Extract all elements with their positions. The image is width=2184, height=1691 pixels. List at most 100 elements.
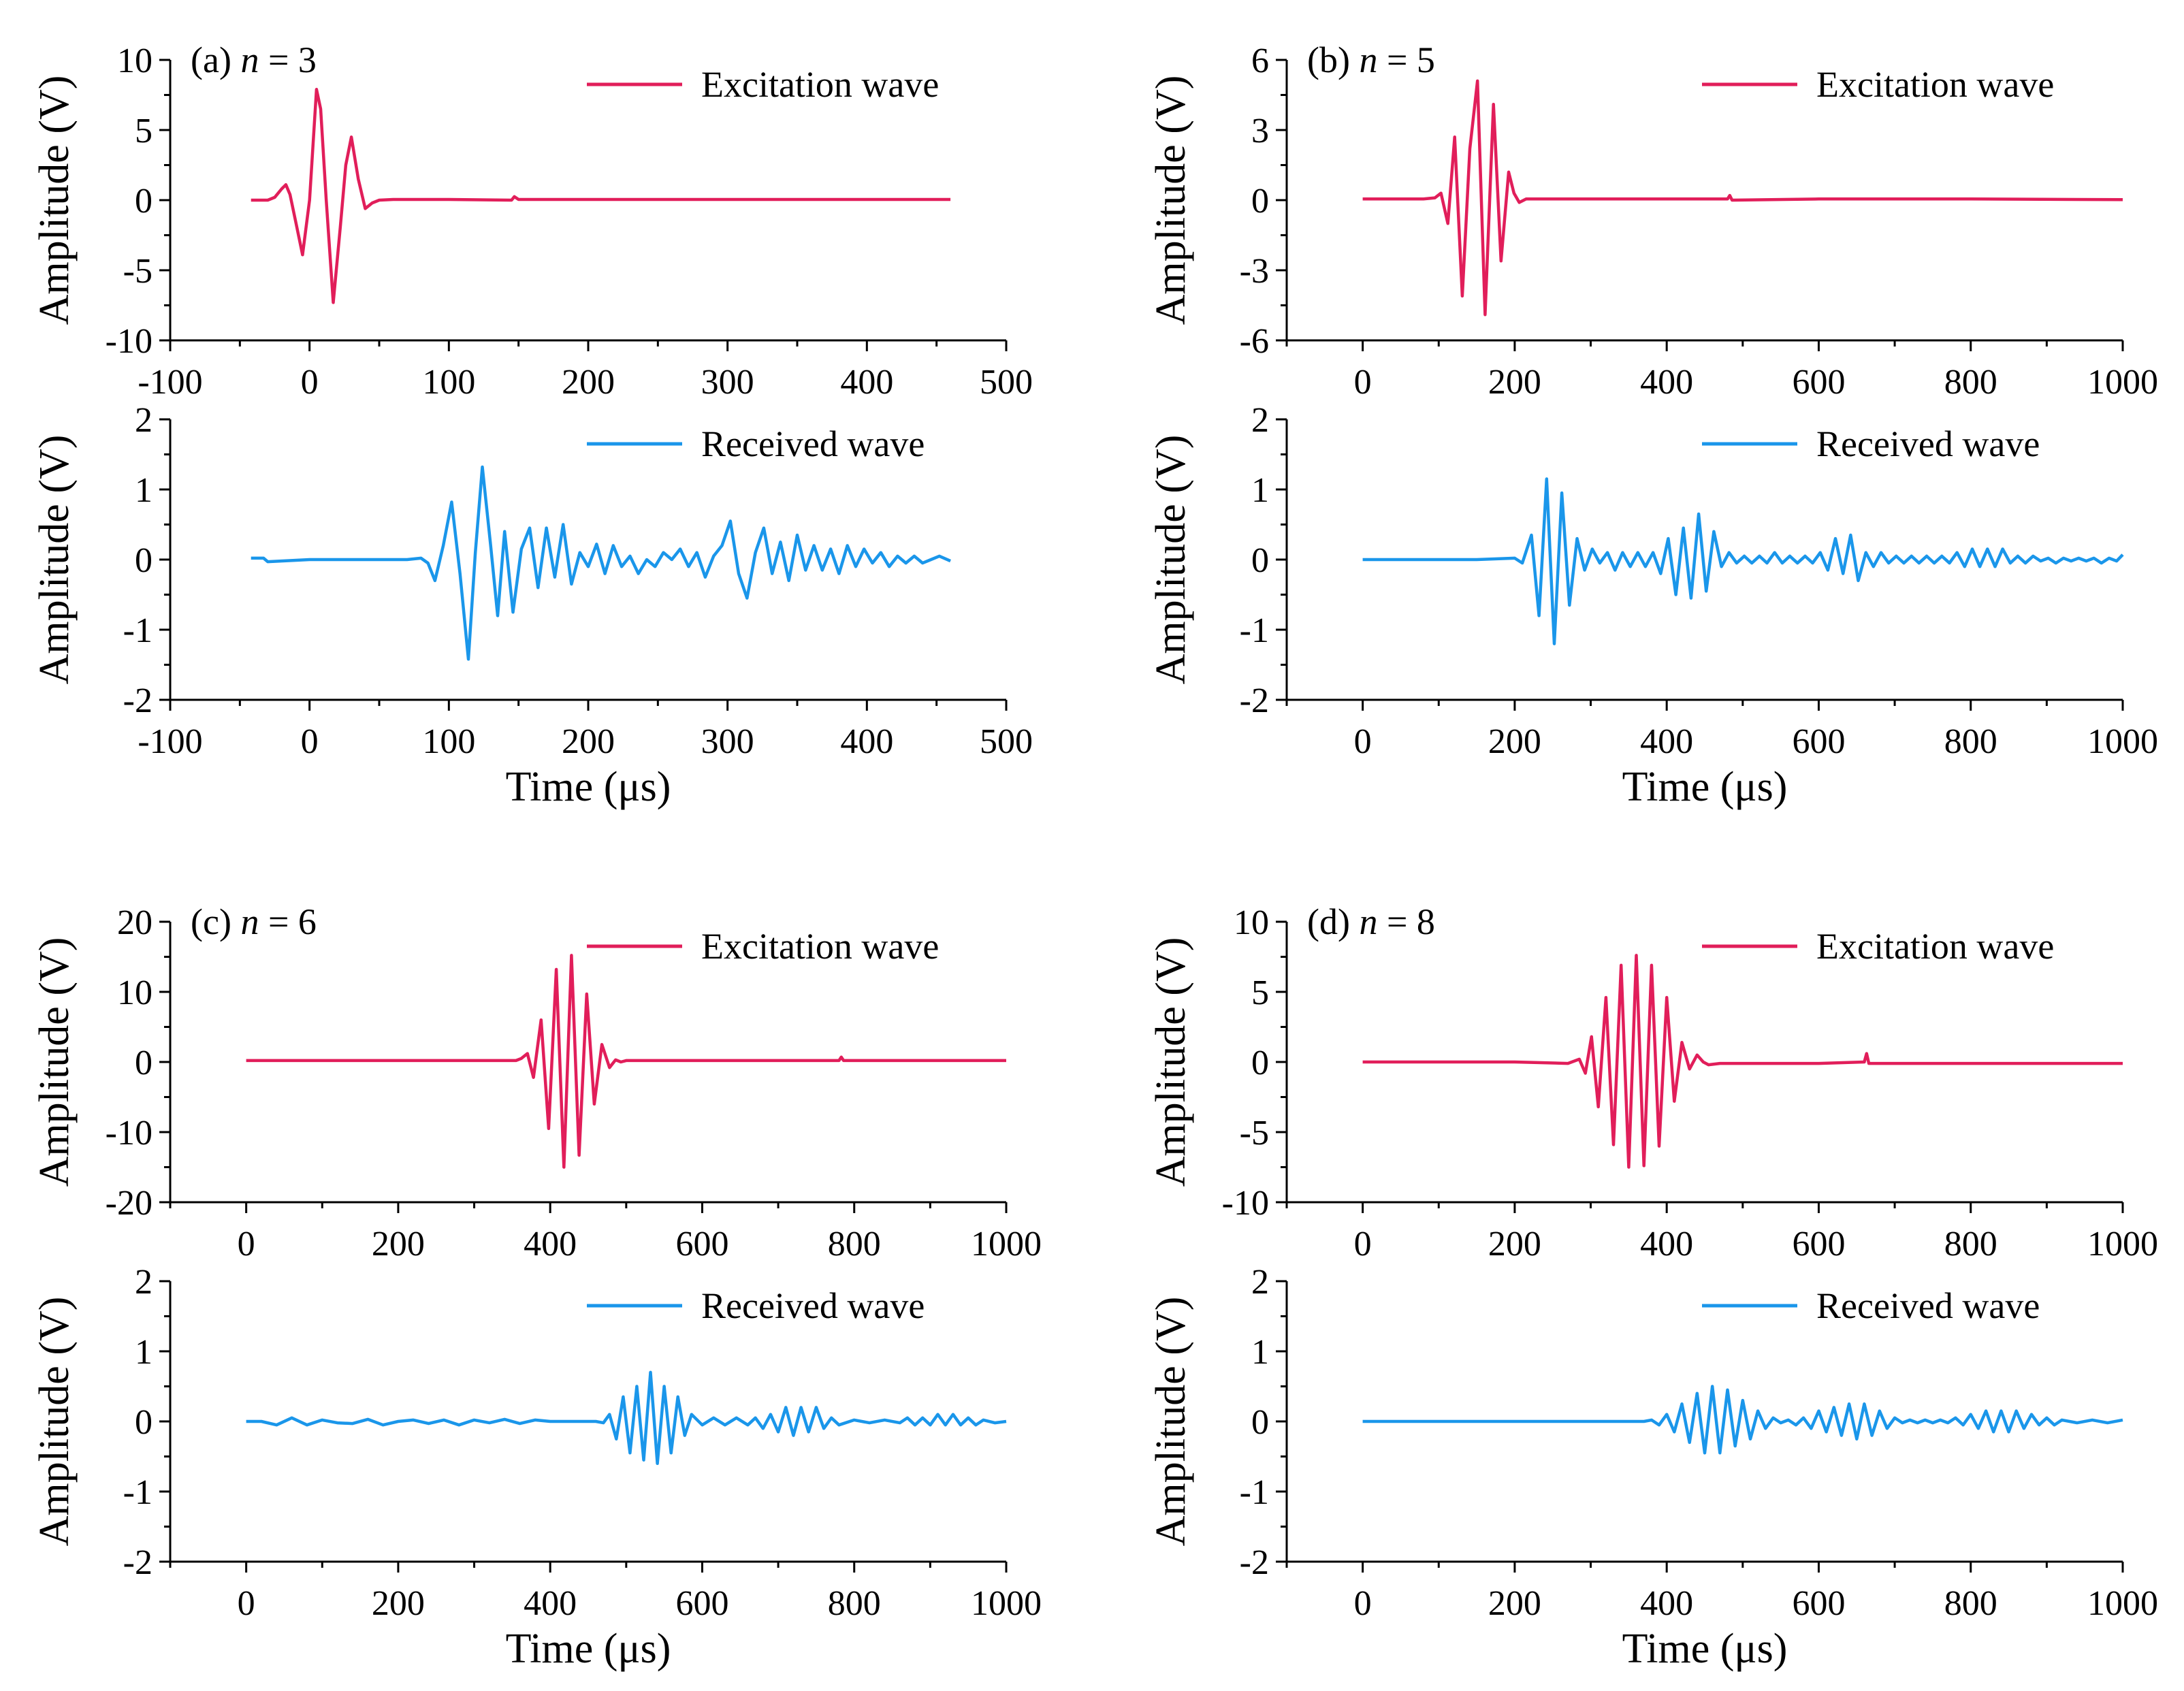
y-tick-label: 1 xyxy=(1251,471,1269,510)
y-tick-label: 3 xyxy=(1251,112,1269,150)
x-tick-label: 0 xyxy=(1354,1584,1372,1623)
x-tick-label: 200 xyxy=(1488,1225,1541,1263)
x-tick-label: 200 xyxy=(1488,722,1541,761)
received-wave-line xyxy=(246,1370,1007,1466)
x-axis-title: Time (μs) xyxy=(1622,764,1788,810)
y-axis-title: Amplitude (V) xyxy=(31,1297,78,1547)
x-tick-label: 0 xyxy=(1354,722,1372,761)
y-tick-label: -3 xyxy=(1240,252,1269,291)
excitation-subplot: -10 -5 0 5 10 0 200 400 600 800 1000 Amplitude (V) E… xyxy=(1148,901,2158,1263)
x-tick-label: 800 xyxy=(1944,363,1997,402)
received-wave-line xyxy=(251,465,952,661)
x-axis-title: Time (μs) xyxy=(1622,1626,1788,1672)
y-tick-label: -1 xyxy=(123,611,152,650)
received-legend-label: Received wave xyxy=(701,423,925,464)
y-tick-label: 10 xyxy=(1234,903,1269,942)
y-tick-label: -1 xyxy=(123,1473,152,1512)
y-tick-label: -1 xyxy=(1240,611,1269,650)
x-axis-title: Time (μs) xyxy=(506,764,671,810)
y-tick-label: 0 xyxy=(135,182,152,221)
y-tick-label: -10 xyxy=(106,322,152,361)
x-tick-label: 400 xyxy=(1640,363,1693,402)
x-tick-label: 800 xyxy=(1944,722,1997,761)
received-subplot: -2 -1 0 1 2 0 200 400 600 800 1000 Amplitude (V) Rec… xyxy=(31,1263,1042,1672)
received-subplot: -2 -1 0 1 2 0 200 400 600 800 1000 Amplitude (V) Rec… xyxy=(1148,401,2158,810)
y-tick-label: 2 xyxy=(135,401,152,440)
x-tick-label: 600 xyxy=(675,1584,728,1623)
x-tick-label: 500 xyxy=(980,722,1033,761)
excitation-wave-line xyxy=(246,954,1006,1169)
y-tick-label: 0 xyxy=(135,541,152,580)
x-tick-label: 400 xyxy=(1640,722,1693,761)
excitation-subplot: -10 -5 0 5 10 -100 0 100 200 300 400 500 Amplitude (… xyxy=(31,39,1033,402)
y-tick-label: 10 xyxy=(117,42,152,80)
y-tick-label: -5 xyxy=(1240,1114,1269,1153)
x-tick-label: 600 xyxy=(1792,363,1845,402)
x-tick-label: 0 xyxy=(238,1225,255,1263)
y-tick-label: 10 xyxy=(117,973,152,1012)
y-tick-label: 1 xyxy=(135,471,152,510)
received-legend-label: Received wave xyxy=(701,1285,925,1326)
x-tick-label: 600 xyxy=(1792,722,1845,761)
x-tick-label: 400 xyxy=(524,1225,577,1263)
x-tick-label: 300 xyxy=(701,722,754,761)
y-tick-label: -2 xyxy=(123,1543,152,1582)
received-wave-line xyxy=(1362,477,2124,645)
y-axis-title: Amplitude (V) xyxy=(1148,937,1194,1187)
y-tick-label: 0 xyxy=(135,1044,152,1082)
received-subplot: -2 -1 0 1 2 0 200 400 600 800 1000 Amplitude (V) Rec… xyxy=(1148,1263,2158,1672)
x-tick-label: 1000 xyxy=(971,1584,1042,1623)
panel-label: (a) n = 3 xyxy=(191,39,317,80)
x-tick-label: 200 xyxy=(372,1584,425,1623)
x-tick-label: 800 xyxy=(1944,1225,1997,1263)
y-tick-label: 0 xyxy=(1251,182,1269,221)
x-tick-label: 200 xyxy=(562,722,615,761)
panel-label: (b) n = 5 xyxy=(1307,39,1435,80)
x-tick-label: 200 xyxy=(562,363,615,402)
x-tick-label: 400 xyxy=(840,363,893,402)
excitation-wave-line xyxy=(1362,954,2123,1169)
excitation-legend-label: Excitation wave xyxy=(1816,64,2054,105)
y-tick-label: 1 xyxy=(1251,1333,1269,1372)
y-axis-title: Amplitude (V) xyxy=(1148,1297,1194,1547)
x-tick-label: 100 xyxy=(422,722,475,761)
excitation-legend-label: Excitation wave xyxy=(701,64,939,105)
x-tick-label: 0 xyxy=(238,1584,255,1623)
x-tick-label: 0 xyxy=(1354,1225,1372,1263)
y-tick-label: -20 xyxy=(106,1184,152,1223)
y-axis-title: Amplitude (V) xyxy=(1148,76,1194,325)
x-tick-label: 100 xyxy=(422,363,475,402)
x-tick-label: 1000 xyxy=(2087,722,2158,761)
x-tick-label: 600 xyxy=(1792,1225,1845,1263)
y-tick-label: 0 xyxy=(1251,1044,1269,1082)
x-tick-label: 600 xyxy=(1792,1584,1845,1623)
x-tick-label: 0 xyxy=(1354,363,1372,402)
x-tick-label: 0 xyxy=(301,363,319,402)
x-tick-label: 800 xyxy=(828,1584,881,1623)
panel-label: (d) n = 8 xyxy=(1307,901,1435,942)
panel-label: (c) n = 6 xyxy=(191,901,317,942)
y-tick-label: -5 xyxy=(123,252,152,291)
y-tick-label: 0 xyxy=(1251,541,1269,580)
x-tick-label: 400 xyxy=(1640,1225,1693,1263)
excitation-wave-line xyxy=(1362,79,2123,317)
y-tick-label: 2 xyxy=(135,1263,152,1302)
x-tick-label: 800 xyxy=(828,1225,881,1263)
x-tick-label: 600 xyxy=(675,1225,728,1263)
y-tick-label: -10 xyxy=(106,1114,152,1153)
y-tick-label: -1 xyxy=(1240,1473,1269,1512)
y-tick-label: -10 xyxy=(1222,1184,1269,1223)
y-tick-label: 1 xyxy=(135,1333,152,1372)
excitation-subplot: -6 -3 0 3 6 0 200 400 600 800 1000 Amplitude (V) Exc… xyxy=(1148,39,2158,402)
excitation-wave-line xyxy=(251,88,951,304)
x-tick-label: 400 xyxy=(840,722,893,761)
y-tick-label: -2 xyxy=(1240,1543,1269,1582)
received-subplot: -2 -1 0 1 2 -100 0 100 200 300 400 500 Amplitude (V)… xyxy=(31,401,1033,810)
x-tick-label: 300 xyxy=(701,363,754,402)
y-tick-label: 2 xyxy=(1251,1263,1269,1302)
x-tick-label: 400 xyxy=(524,1584,577,1623)
